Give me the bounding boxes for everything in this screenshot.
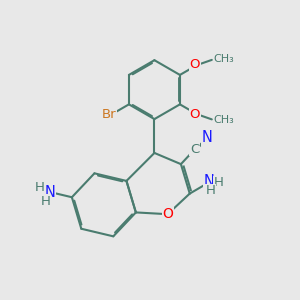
Text: O: O [190, 108, 200, 121]
Text: Br: Br [102, 109, 116, 122]
Text: N: N [202, 130, 213, 145]
Text: N: N [44, 185, 55, 200]
Text: H: H [213, 176, 223, 189]
Text: N: N [204, 174, 215, 189]
Text: H: H [41, 195, 51, 208]
Text: O: O [190, 58, 200, 71]
Text: O: O [162, 207, 173, 221]
Text: CH₃: CH₃ [213, 54, 234, 64]
Text: H: H [206, 184, 215, 197]
Text: C: C [190, 142, 199, 156]
Text: CH₃: CH₃ [213, 115, 234, 125]
Text: H: H [35, 182, 45, 194]
